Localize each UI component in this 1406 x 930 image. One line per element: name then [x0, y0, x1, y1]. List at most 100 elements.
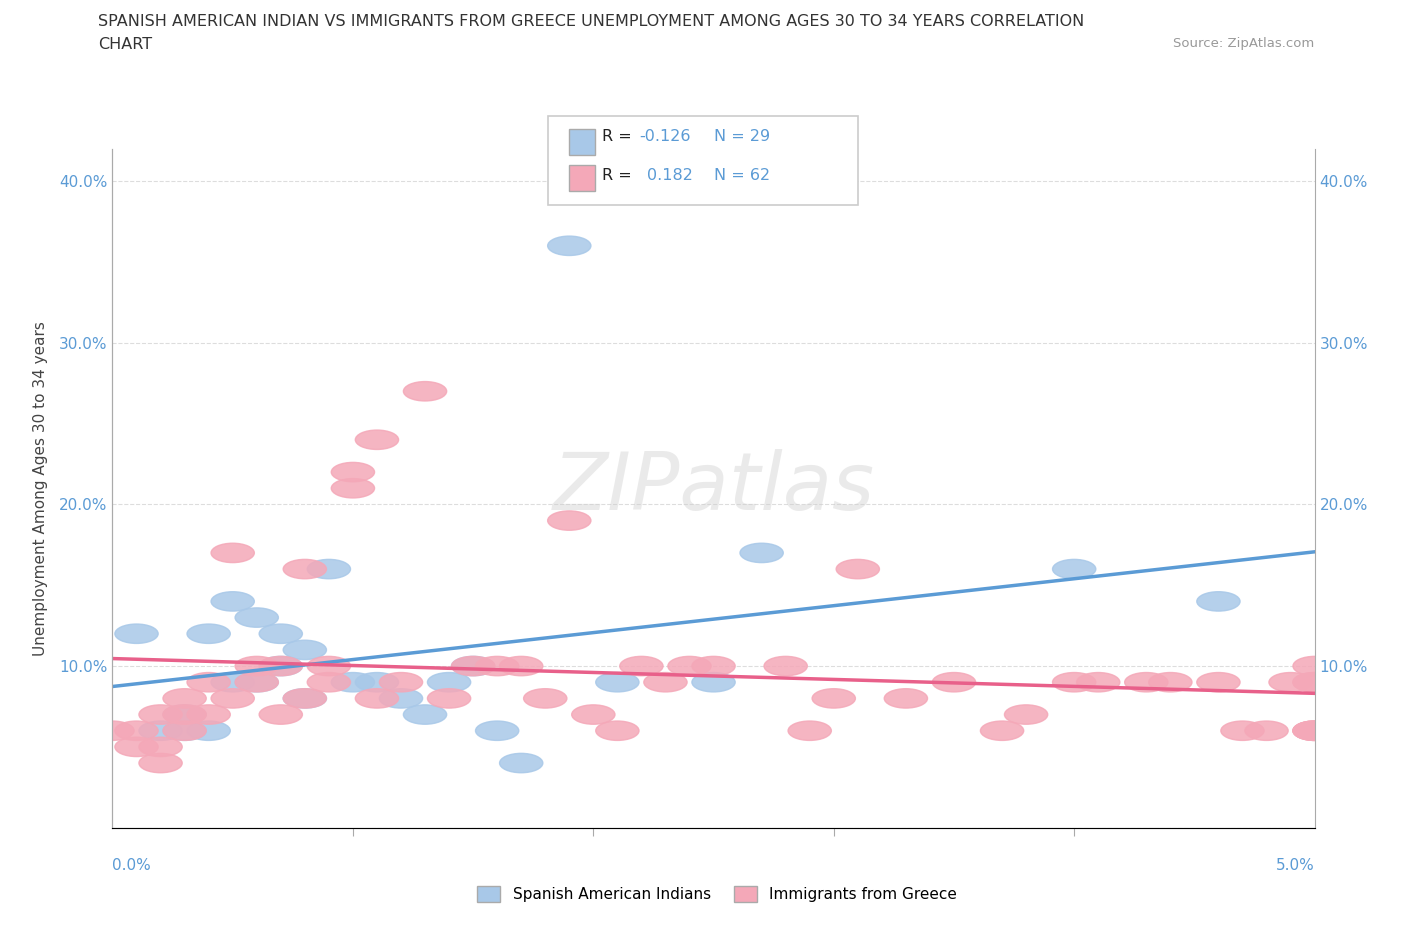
- Ellipse shape: [404, 381, 447, 401]
- Ellipse shape: [259, 624, 302, 644]
- Ellipse shape: [163, 721, 207, 740]
- Ellipse shape: [1244, 721, 1288, 740]
- Ellipse shape: [1149, 672, 1192, 692]
- Ellipse shape: [1270, 672, 1312, 692]
- Ellipse shape: [139, 705, 183, 724]
- Ellipse shape: [475, 721, 519, 740]
- Ellipse shape: [548, 511, 591, 530]
- Ellipse shape: [1053, 559, 1095, 578]
- Ellipse shape: [813, 689, 855, 708]
- Ellipse shape: [523, 689, 567, 708]
- Ellipse shape: [115, 624, 157, 644]
- Ellipse shape: [692, 672, 735, 692]
- Ellipse shape: [187, 705, 231, 724]
- Ellipse shape: [1125, 672, 1168, 692]
- Ellipse shape: [332, 462, 374, 482]
- Ellipse shape: [789, 721, 831, 740]
- Ellipse shape: [259, 657, 302, 676]
- Ellipse shape: [308, 672, 350, 692]
- Ellipse shape: [980, 721, 1024, 740]
- Ellipse shape: [763, 657, 807, 676]
- Ellipse shape: [283, 640, 326, 659]
- Ellipse shape: [163, 705, 207, 724]
- Ellipse shape: [475, 657, 519, 676]
- Ellipse shape: [1294, 721, 1336, 740]
- Ellipse shape: [837, 559, 879, 578]
- Ellipse shape: [211, 672, 254, 692]
- Text: SPANISH AMERICAN INDIAN VS IMMIGRANTS FROM GREECE UNEMPLOYMENT AMONG AGES 30 TO : SPANISH AMERICAN INDIAN VS IMMIGRANTS FR…: [98, 14, 1084, 29]
- Ellipse shape: [163, 689, 207, 708]
- Ellipse shape: [596, 721, 638, 740]
- Text: N = 62: N = 62: [714, 168, 770, 183]
- Legend: Spanish American Indians, Immigrants from Greece: Spanish American Indians, Immigrants fro…: [471, 880, 963, 909]
- Ellipse shape: [1294, 657, 1336, 676]
- Ellipse shape: [1294, 672, 1336, 692]
- Ellipse shape: [404, 705, 447, 724]
- Ellipse shape: [499, 657, 543, 676]
- Ellipse shape: [1294, 721, 1336, 740]
- Ellipse shape: [1053, 672, 1095, 692]
- Text: 0.182: 0.182: [647, 168, 693, 183]
- Ellipse shape: [283, 689, 326, 708]
- Ellipse shape: [332, 672, 374, 692]
- Ellipse shape: [235, 608, 278, 627]
- Ellipse shape: [451, 657, 495, 676]
- Ellipse shape: [1077, 672, 1119, 692]
- Ellipse shape: [620, 657, 664, 676]
- Ellipse shape: [308, 657, 350, 676]
- Ellipse shape: [356, 430, 398, 449]
- Ellipse shape: [1294, 721, 1336, 740]
- Ellipse shape: [332, 479, 374, 498]
- Ellipse shape: [668, 657, 711, 676]
- Ellipse shape: [451, 657, 495, 676]
- Ellipse shape: [115, 721, 157, 740]
- Ellipse shape: [380, 672, 423, 692]
- Ellipse shape: [139, 737, 183, 757]
- Ellipse shape: [1004, 705, 1047, 724]
- Ellipse shape: [356, 689, 398, 708]
- Text: 0.0%: 0.0%: [112, 857, 152, 872]
- Ellipse shape: [427, 672, 471, 692]
- Text: -0.126: -0.126: [640, 129, 692, 144]
- Ellipse shape: [91, 721, 134, 740]
- Ellipse shape: [692, 657, 735, 676]
- Ellipse shape: [163, 721, 207, 740]
- Ellipse shape: [211, 543, 254, 563]
- Ellipse shape: [187, 672, 231, 692]
- Ellipse shape: [139, 721, 183, 740]
- Ellipse shape: [283, 559, 326, 578]
- Ellipse shape: [1197, 672, 1240, 692]
- Ellipse shape: [283, 689, 326, 708]
- Ellipse shape: [932, 672, 976, 692]
- Ellipse shape: [1197, 591, 1240, 611]
- Text: 5.0%: 5.0%: [1275, 857, 1315, 872]
- Text: R =: R =: [602, 129, 637, 144]
- Text: R =: R =: [602, 168, 637, 183]
- Ellipse shape: [163, 705, 207, 724]
- Ellipse shape: [139, 753, 183, 773]
- Text: CHART: CHART: [98, 37, 152, 52]
- Text: ZIPatlas: ZIPatlas: [553, 449, 875, 527]
- Ellipse shape: [740, 543, 783, 563]
- Ellipse shape: [1220, 721, 1264, 740]
- Ellipse shape: [356, 672, 398, 692]
- Ellipse shape: [1294, 672, 1336, 692]
- Ellipse shape: [596, 672, 638, 692]
- Ellipse shape: [259, 657, 302, 676]
- Ellipse shape: [499, 753, 543, 773]
- Ellipse shape: [308, 559, 350, 578]
- Ellipse shape: [235, 657, 278, 676]
- Ellipse shape: [211, 591, 254, 611]
- Text: Source: ZipAtlas.com: Source: ZipAtlas.com: [1174, 37, 1315, 50]
- Ellipse shape: [211, 689, 254, 708]
- Ellipse shape: [548, 236, 591, 256]
- Ellipse shape: [259, 705, 302, 724]
- Ellipse shape: [572, 705, 614, 724]
- Ellipse shape: [884, 689, 928, 708]
- Y-axis label: Unemployment Among Ages 30 to 34 years: Unemployment Among Ages 30 to 34 years: [32, 321, 48, 656]
- Ellipse shape: [644, 672, 688, 692]
- Ellipse shape: [115, 737, 157, 757]
- Ellipse shape: [235, 672, 278, 692]
- Ellipse shape: [187, 721, 231, 740]
- Ellipse shape: [187, 624, 231, 644]
